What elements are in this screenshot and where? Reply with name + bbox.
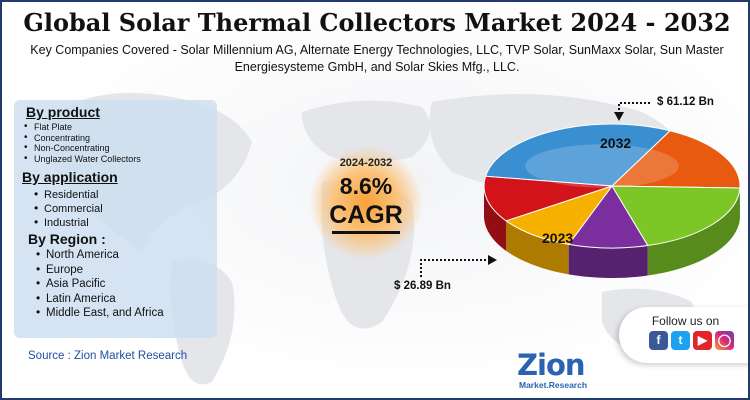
year-label-2023: 2023 [542,230,574,246]
list-item: Latin America [34,291,164,307]
list-item: Non-Concentrating [22,143,141,154]
logo-sub-text: Market.Research [519,380,588,390]
follow-us-label: Follow us on [651,314,720,328]
cagr-years: 2024-2032 [339,157,393,169]
source-label: Source : Zion Market Research [28,350,188,362]
list-item: Residential [32,187,103,202]
list-item: Asia Pacific [34,276,164,292]
application-heading: By application [22,169,118,185]
pie-slice-4 [505,185,614,245]
market-pie-chart [483,123,741,278]
follow-us-panel: Follow us on f t ▶ ◯ [619,307,748,363]
twitter-icon[interactable]: t [671,331,690,350]
pie-slice-0 [484,123,672,187]
list-item: North America [34,247,164,263]
zion-logo: Zion Market.Research [507,348,607,396]
value-label-2032: $ 61.12 Bn [657,96,714,108]
cagr-value: 8.6% [339,173,393,199]
cagr-label: CAGR [329,201,403,229]
logo-main-text: Zion [517,348,586,382]
pie-slice-side-5 [484,186,507,251]
facebook-icon[interactable]: f [649,331,668,350]
cagr-badge: 2024-2032 8.6% CAGR [310,147,422,259]
page-title: Global Solar Thermal Collectors Market 2… [23,8,731,37]
pie-slice-2 [611,185,741,247]
list-item: Unglazed Water Collectors [22,154,141,165]
instagram-icon[interactable]: ◯ [715,331,734,350]
pie-slice-side-4 [506,220,569,275]
region-heading: By Region : [28,231,106,247]
value-label-2023: $ 26.89 Bn [394,280,451,292]
pie-slice-5 [483,175,613,222]
segments-panel: By product Flat Plate Concentrating Non-… [14,100,217,338]
application-list: Residential Commercial Industrial [32,187,103,230]
pie-slice-side-3 [568,244,648,278]
cagr-glow [310,147,422,259]
pie-slice-side-2 [647,187,740,276]
region-list: North America Europe Asia Pacific Latin … [34,247,164,321]
list-item: Middle East, and Africa [34,305,164,321]
product-list: Flat Plate Concentrating Non-Concentrati… [22,122,141,164]
product-heading: By product [26,104,100,120]
cagr-underline [332,231,400,234]
key-companies-subtitle: Key Companies Covered - Solar Millennium… [30,43,724,74]
pie-slice-1 [610,130,741,189]
youtube-icon[interactable]: ▶ [693,331,712,350]
year-label-2032: 2032 [600,135,632,151]
list-item: Concentrating [22,133,141,144]
list-item: Industrial [32,215,103,230]
pie-slice-3 [567,185,649,249]
list-item: Commercial [32,201,103,216]
list-item: Europe [34,262,164,278]
list-item: Flat Plate [22,122,141,133]
pie-highlight [525,144,679,188]
social-icons: f t ▶ ◯ [649,331,734,350]
